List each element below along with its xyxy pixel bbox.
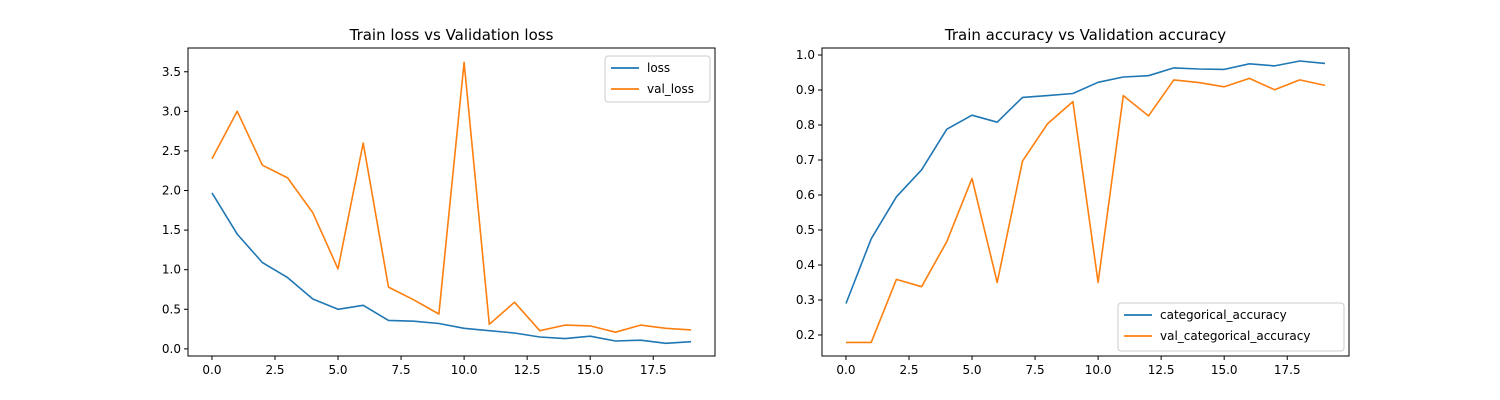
x-tick-label: 7.5	[1026, 363, 1045, 377]
y-tick-label: 0.7	[796, 153, 815, 167]
series-line-val-loss	[211, 61, 692, 334]
x-tick-label: 12.5	[1148, 363, 1175, 377]
y-tick-label: 0.0	[162, 342, 181, 356]
y-tick-label: 0.8	[796, 118, 815, 132]
y-tick-label: 0.4	[796, 258, 815, 272]
x-tick-label: 12.5	[514, 363, 541, 377]
x-tick-label: 10.0	[451, 363, 478, 377]
x-tick-label: 17.5	[640, 363, 667, 377]
x-tick-label: 2.5	[265, 363, 284, 377]
y-tick-label: 2.5	[162, 144, 181, 158]
series-line-categorical-accuracy	[845, 60, 1326, 304]
x-tick-label: 0.0	[836, 363, 855, 377]
y-tick-label: 0.2	[796, 328, 815, 342]
y-tick-label: 0.5	[162, 302, 181, 316]
accuracy-chart: Train accuracy vs Validation accuracy 0.…	[796, 26, 1350, 377]
series-line-val-categorical-accuracy	[846, 77, 1326, 344]
plot-area: 0.0 2.5 5.0 7.5 10.0 12.5 15.0 17.5 0.0 0.5 1.0 1.5…	[162, 47, 716, 377]
legend-label: val_categorical_accuracy	[1160, 329, 1310, 343]
legend-label: loss	[647, 61, 670, 75]
y-tick-label: 0.9	[796, 83, 815, 97]
x-tick-label: 0.0	[202, 363, 221, 377]
y-tick-label: 1.0	[162, 263, 181, 277]
legend: categorical_accuracy val_categorical_accu…	[1117, 302, 1345, 352]
x-tick-label: 15.0	[1211, 363, 1238, 377]
axes-frame	[187, 47, 716, 357]
legend: loss val_loss	[604, 55, 711, 103]
legend-label: val_loss	[647, 82, 694, 96]
y-tick-label: 1.0	[796, 48, 815, 62]
y-tick-label: 1.5	[162, 223, 181, 237]
y-tick-label: 0.6	[796, 188, 815, 202]
y-tick-label: 2.0	[162, 184, 181, 198]
x-tick-label: 7.5	[392, 363, 411, 377]
series-line-loss	[211, 192, 692, 345]
plot-area: 0.0 2.5 5.0 7.5 10.0 12.5 15.0 17.5 0.2 0.3 0.4 0.5…	[796, 47, 1350, 377]
chart-title: Train accuracy vs Validation accuracy	[944, 26, 1226, 44]
axes-frame	[821, 47, 1350, 357]
x-tick-label: 5.0	[328, 363, 347, 377]
x-tick-label: 2.5	[899, 363, 918, 377]
y-tick-label: 0.5	[796, 223, 815, 237]
x-tick-label: 17.5	[1274, 363, 1301, 377]
chart-title: Train loss vs Validation loss	[349, 26, 554, 44]
y-tick-label: 3.5	[162, 65, 181, 79]
loss-chart: Train loss vs Validation loss 0.0 2.5 5.0 7…	[162, 26, 716, 377]
x-tick-label: 15.0	[577, 363, 604, 377]
x-tick-label: 5.0	[962, 363, 981, 377]
legend-label: categorical_accuracy	[1160, 308, 1287, 322]
y-tick-label: 0.3	[796, 293, 815, 307]
legend-box	[1117, 302, 1345, 352]
y-tick-label: 3.0	[162, 104, 181, 118]
x-tick-label: 10.0	[1085, 363, 1112, 377]
